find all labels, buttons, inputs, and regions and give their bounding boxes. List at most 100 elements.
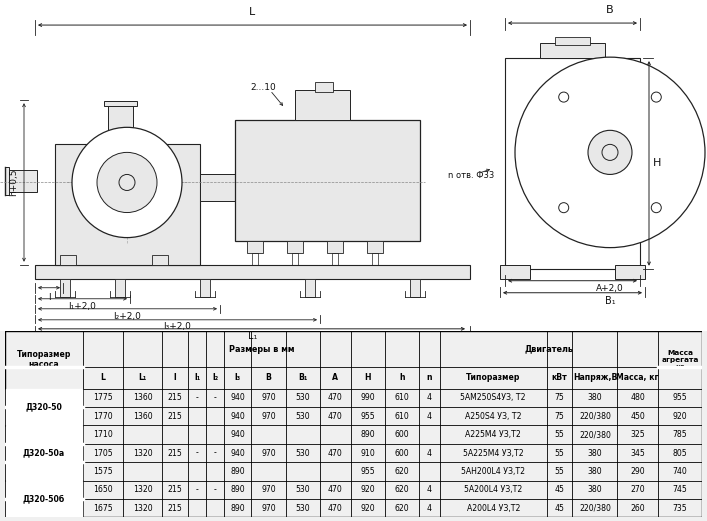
- Text: l₂: l₂: [212, 374, 218, 382]
- Text: -: -: [196, 449, 199, 457]
- Bar: [287, 241, 303, 253]
- Text: B₁: B₁: [298, 374, 308, 382]
- Text: 75: 75: [555, 412, 564, 421]
- Text: 890: 890: [230, 485, 245, 494]
- Text: 940: 940: [230, 412, 245, 421]
- Text: h+0,5: h+0,5: [9, 169, 18, 196]
- Text: 890: 890: [230, 467, 245, 476]
- Text: L₁: L₁: [248, 331, 257, 341]
- Text: 470: 470: [328, 412, 343, 421]
- Text: 4: 4: [427, 449, 432, 457]
- Circle shape: [97, 152, 157, 213]
- Text: l₁: l₁: [194, 374, 200, 382]
- Text: 940: 940: [230, 430, 245, 439]
- Text: -: -: [214, 449, 217, 457]
- Text: 740: 740: [673, 467, 687, 476]
- Text: L: L: [250, 7, 256, 17]
- Text: 55: 55: [555, 449, 564, 457]
- Text: 215: 215: [168, 485, 182, 494]
- Text: 955: 955: [361, 467, 375, 476]
- Text: 4: 4: [427, 393, 432, 402]
- Text: 1575: 1575: [93, 467, 112, 476]
- Text: 530: 530: [296, 504, 310, 513]
- Text: h: h: [399, 374, 405, 382]
- Bar: [200, 175, 235, 201]
- Text: 530: 530: [296, 393, 310, 402]
- Bar: [410, 279, 420, 297]
- Text: A: A: [332, 374, 338, 382]
- Bar: [35, 265, 470, 279]
- Text: Д320-50б: Д320-50б: [23, 494, 65, 503]
- Text: 2...10: 2...10: [250, 83, 276, 92]
- Bar: [505, 58, 640, 269]
- Text: 620: 620: [395, 467, 409, 476]
- Text: B: B: [265, 374, 271, 382]
- Text: 970: 970: [261, 393, 276, 402]
- Text: 530: 530: [296, 412, 310, 421]
- Text: 5А225М4 УЗ,Т2: 5А225М4 УЗ,Т2: [463, 449, 524, 457]
- Text: 610: 610: [395, 412, 409, 421]
- Text: 290: 290: [631, 467, 645, 476]
- Text: 955: 955: [673, 393, 687, 402]
- Text: n: n: [427, 374, 432, 382]
- Text: 470: 470: [328, 449, 343, 457]
- Text: Масса
агрегата
кг: Масса агрегата кг: [662, 350, 699, 370]
- Bar: [200, 279, 210, 297]
- Text: Двигатель: Двигатель: [525, 344, 573, 354]
- Text: 470: 470: [328, 504, 343, 513]
- Text: 270: 270: [631, 485, 645, 494]
- Bar: [372, 253, 378, 265]
- Bar: [305, 279, 315, 297]
- Text: 220/380: 220/380: [579, 412, 611, 421]
- Text: 480: 480: [631, 393, 645, 402]
- Bar: [6, 481, 83, 517]
- Text: 215: 215: [168, 504, 182, 513]
- Circle shape: [651, 92, 661, 102]
- Text: 940: 940: [230, 393, 245, 402]
- Bar: [6, 389, 83, 425]
- Text: -: -: [196, 485, 199, 494]
- Text: 1320: 1320: [133, 485, 153, 494]
- Bar: [60, 279, 70, 297]
- Text: 890: 890: [361, 430, 375, 439]
- Text: Типоразмер: Типоразмер: [466, 374, 520, 382]
- Text: 1360: 1360: [133, 412, 153, 421]
- Text: 970: 970: [261, 504, 276, 513]
- Text: 45: 45: [555, 504, 565, 513]
- Text: 620: 620: [395, 485, 409, 494]
- Text: 600: 600: [395, 449, 409, 457]
- Text: 1770: 1770: [93, 412, 112, 421]
- Text: 990: 990: [361, 393, 375, 402]
- Circle shape: [559, 92, 568, 102]
- Text: 5А200L4 УЗ,Т2: 5А200L4 УЗ,Т2: [464, 485, 522, 494]
- Text: 940: 940: [230, 449, 245, 457]
- Text: 4: 4: [427, 412, 432, 421]
- Bar: [295, 90, 350, 120]
- Text: 890: 890: [230, 504, 245, 513]
- Text: l: l: [47, 293, 50, 302]
- Text: 1320: 1320: [133, 449, 153, 457]
- Text: 1710: 1710: [93, 430, 113, 439]
- Bar: [5, 167, 9, 195]
- Text: 955: 955: [361, 412, 375, 421]
- Text: Размеры в мм: Размеры в мм: [228, 344, 294, 354]
- Bar: [292, 253, 298, 265]
- Text: 745: 745: [673, 485, 687, 494]
- Bar: [55, 144, 200, 265]
- Text: 920: 920: [673, 412, 687, 421]
- Bar: [235, 120, 420, 241]
- Text: Масса, кг: Масса, кг: [617, 374, 659, 382]
- Text: 1705: 1705: [93, 449, 112, 457]
- Bar: [540, 43, 605, 58]
- Text: А225М4 УЗ,Т2: А225М4 УЗ,Т2: [465, 430, 521, 439]
- Text: 620: 620: [395, 504, 409, 513]
- Text: 45: 45: [555, 485, 565, 494]
- Circle shape: [119, 175, 135, 191]
- Text: L₁: L₁: [139, 374, 147, 382]
- Text: 380: 380: [588, 393, 602, 402]
- Text: 470: 470: [328, 485, 343, 494]
- Text: L: L: [100, 374, 105, 382]
- Text: 215: 215: [168, 393, 182, 402]
- Text: B₁: B₁: [604, 296, 615, 306]
- Text: 55: 55: [555, 467, 564, 476]
